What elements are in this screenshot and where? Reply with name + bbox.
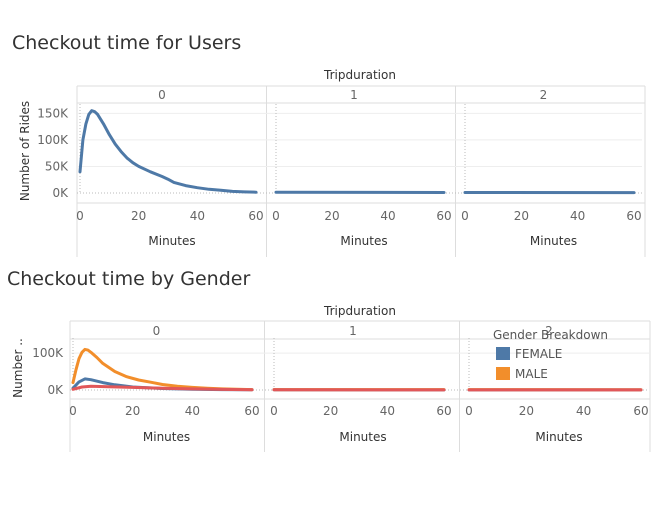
x-tick-label: 20 bbox=[324, 209, 339, 223]
y-tick-label: 100K bbox=[32, 346, 64, 360]
chart-gender: Checkout time by Gender Tripduration Num… bbox=[7, 268, 651, 452]
chart-frame bbox=[69, 320, 651, 452]
x-tick-label: 0 bbox=[69, 404, 77, 418]
legend-title: Gender Breakdown bbox=[493, 328, 608, 342]
x-axis-label: Minutes bbox=[535, 430, 582, 444]
x-tick-label: 20 bbox=[131, 209, 146, 223]
pane-header: 1 bbox=[350, 88, 358, 102]
x-tick-label: 0 bbox=[461, 209, 469, 223]
y-tick-label: 0K bbox=[52, 186, 69, 200]
chart-users: Checkout time for Users Tripduration Num… bbox=[12, 32, 646, 257]
chart-title: Checkout time by Gender bbox=[7, 268, 250, 290]
x-axis-label: Minutes bbox=[530, 234, 577, 248]
legend: Gender Breakdown FEMALE MALE bbox=[493, 328, 608, 381]
y-tick-label: 150K bbox=[37, 106, 69, 120]
x-tick-label: 0 bbox=[270, 404, 278, 418]
x-tick-label: 20 bbox=[514, 209, 529, 223]
x-tick-label: 0 bbox=[272, 209, 280, 223]
plot-area bbox=[78, 109, 636, 195]
x-tick-label: 40 bbox=[570, 209, 585, 223]
x-tick-label: 60 bbox=[633, 404, 648, 418]
y-tick-label: 100K bbox=[37, 133, 69, 147]
legend-swatch-female[interactable] bbox=[496, 347, 510, 360]
x-tick-label: 40 bbox=[380, 404, 395, 418]
x-tick-label: 20 bbox=[125, 404, 140, 418]
chart-title: Checkout time for Users bbox=[12, 32, 241, 54]
pane-header: 2 bbox=[545, 324, 553, 338]
gridlines bbox=[77, 104, 642, 194]
plot-area bbox=[71, 347, 643, 392]
x-tick-label: 0 bbox=[465, 404, 473, 418]
x-tick-label: 60 bbox=[436, 209, 451, 223]
legend-swatch-male[interactable] bbox=[496, 367, 510, 380]
x-tick-label: 40 bbox=[190, 209, 205, 223]
y-tick-label: 0K bbox=[47, 383, 64, 397]
pane-header: 1 bbox=[349, 324, 357, 338]
x-tick-label: 40 bbox=[185, 404, 200, 418]
legend-label-female[interactable]: FEMALE bbox=[515, 347, 562, 361]
chart-frame bbox=[76, 85, 646, 257]
x-tick-label: 40 bbox=[576, 404, 591, 418]
x-axis-label: Minutes bbox=[339, 430, 386, 444]
x-axis-label: Minutes bbox=[340, 234, 387, 248]
x-axis-label: Minutes bbox=[143, 430, 190, 444]
y-tick-label: 50K bbox=[45, 159, 69, 173]
column-header: Tripduration bbox=[323, 68, 396, 82]
x-tick-label: 20 bbox=[519, 404, 534, 418]
y-axis-label: Number of Rides bbox=[18, 101, 32, 201]
pane-header: 0 bbox=[153, 324, 161, 338]
x-tick-label: 20 bbox=[323, 404, 338, 418]
x-tick-label: 60 bbox=[244, 404, 259, 418]
y-axis-label: Number .. bbox=[11, 338, 25, 398]
x-tick-label: 40 bbox=[380, 209, 395, 223]
pane-header: 2 bbox=[540, 88, 548, 102]
series-line-series-2[interactable] bbox=[71, 384, 254, 392]
x-axis-label: Minutes bbox=[148, 234, 195, 248]
x-tick-label: 60 bbox=[436, 404, 451, 418]
x-tick-label: 60 bbox=[626, 209, 641, 223]
series-line-series-0[interactable] bbox=[78, 109, 258, 194]
series-line-male[interactable] bbox=[71, 347, 254, 392]
x-tick-label: 0 bbox=[76, 209, 84, 223]
pane-header: 0 bbox=[158, 88, 166, 102]
legend-label-male[interactable]: MALE bbox=[515, 367, 548, 381]
x-tick-label: 60 bbox=[248, 209, 263, 223]
column-header: Tripduration bbox=[323, 304, 396, 318]
